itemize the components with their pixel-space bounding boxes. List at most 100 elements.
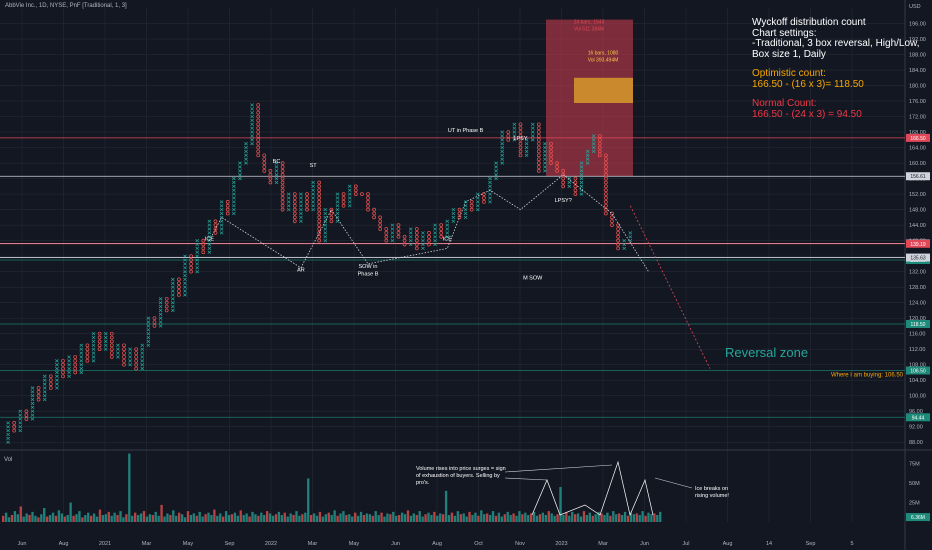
x-box bbox=[170, 285, 175, 289]
x-box bbox=[244, 157, 248, 161]
level-tag bbox=[906, 366, 930, 375]
volume-bar bbox=[547, 511, 550, 522]
o-box bbox=[85, 351, 90, 355]
o-box bbox=[61, 362, 65, 367]
volume-bar bbox=[119, 511, 122, 522]
level-tag bbox=[906, 172, 930, 181]
x-box bbox=[146, 316, 151, 320]
o-box bbox=[597, 134, 602, 138]
x-box bbox=[30, 390, 35, 394]
x-box bbox=[128, 355, 132, 359]
o-box bbox=[549, 161, 553, 165]
x-box bbox=[183, 281, 187, 285]
x-box bbox=[219, 231, 224, 235]
o-box bbox=[366, 192, 370, 196]
o-box bbox=[317, 180, 322, 185]
volume-bar bbox=[142, 511, 146, 522]
x-column bbox=[286, 192, 291, 212]
x-box bbox=[433, 227, 437, 231]
o-box bbox=[341, 200, 346, 204]
volume-bar bbox=[166, 513, 169, 522]
x-box bbox=[274, 161, 279, 165]
o-box bbox=[152, 316, 157, 321]
o-box bbox=[366, 200, 370, 204]
o-box bbox=[36, 389, 41, 394]
x-box bbox=[274, 169, 279, 173]
x-box bbox=[591, 138, 596, 142]
x-box bbox=[512, 122, 517, 126]
x-box bbox=[67, 355, 71, 359]
volume-tick-label: 75M bbox=[909, 462, 920, 468]
o-box bbox=[122, 362, 126, 367]
volume-bar bbox=[594, 514, 597, 522]
volume-bar bbox=[354, 512, 357, 522]
x-box bbox=[585, 149, 590, 154]
x-box bbox=[207, 242, 212, 247]
wyckoff-annotation: M SOW bbox=[523, 275, 543, 281]
x-box bbox=[231, 176, 236, 181]
o-box bbox=[573, 176, 578, 181]
o-box bbox=[152, 320, 157, 324]
x-box bbox=[231, 192, 236, 196]
x-box bbox=[311, 196, 315, 200]
x-tick-label: Oct bbox=[474, 541, 483, 547]
x-column bbox=[591, 134, 596, 154]
x-box bbox=[183, 293, 187, 297]
x-box bbox=[250, 134, 254, 138]
o-column bbox=[329, 207, 334, 224]
x-box bbox=[79, 370, 84, 375]
volume-bar bbox=[60, 513, 63, 522]
o-box bbox=[292, 211, 297, 216]
x-tick-label: 5 bbox=[850, 541, 853, 547]
o-column bbox=[378, 215, 383, 231]
y-tick-label: 124.00 bbox=[909, 301, 926, 307]
o-box bbox=[280, 196, 285, 200]
x-box bbox=[91, 332, 96, 336]
o-box bbox=[604, 172, 608, 177]
level-tag-label: 139.19 bbox=[910, 242, 926, 248]
o-box bbox=[305, 203, 309, 208]
o-box bbox=[604, 192, 608, 196]
volume-bar bbox=[524, 512, 527, 522]
x-box bbox=[231, 204, 236, 208]
x-box bbox=[231, 184, 236, 189]
x-box bbox=[158, 320, 163, 324]
x-column bbox=[238, 161, 242, 181]
volume-bar bbox=[656, 515, 659, 522]
x-box bbox=[195, 246, 200, 251]
x-column bbox=[158, 297, 163, 328]
volume-bar bbox=[180, 514, 184, 522]
o-box bbox=[549, 149, 553, 154]
x-column bbox=[30, 386, 35, 421]
o-box bbox=[396, 223, 401, 227]
x-box bbox=[195, 254, 200, 258]
x-box bbox=[323, 231, 328, 235]
x-box bbox=[543, 145, 547, 150]
x-box bbox=[311, 192, 315, 196]
x-box bbox=[512, 134, 517, 138]
o-column bbox=[353, 184, 358, 196]
x-box bbox=[146, 320, 151, 324]
o-box bbox=[353, 184, 358, 189]
volume-bar bbox=[421, 516, 424, 522]
o-box bbox=[268, 168, 273, 173]
x-box bbox=[79, 351, 84, 355]
o-box bbox=[97, 347, 102, 352]
volume-bar bbox=[477, 515, 480, 522]
o-box bbox=[604, 165, 608, 169]
y-tick-label: 120.00 bbox=[909, 316, 926, 322]
o-box bbox=[561, 172, 566, 177]
volume-bar bbox=[242, 515, 245, 522]
x-box bbox=[244, 145, 248, 150]
x-box bbox=[207, 219, 212, 223]
volume-bar bbox=[568, 515, 571, 522]
o-box bbox=[36, 393, 41, 398]
volume-last-tag bbox=[906, 513, 930, 522]
volume-bar bbox=[638, 515, 641, 522]
volume-bar bbox=[521, 514, 524, 522]
x-box bbox=[158, 304, 163, 309]
volume-bar bbox=[304, 512, 307, 522]
o-box bbox=[134, 351, 139, 355]
x-box bbox=[347, 200, 352, 204]
